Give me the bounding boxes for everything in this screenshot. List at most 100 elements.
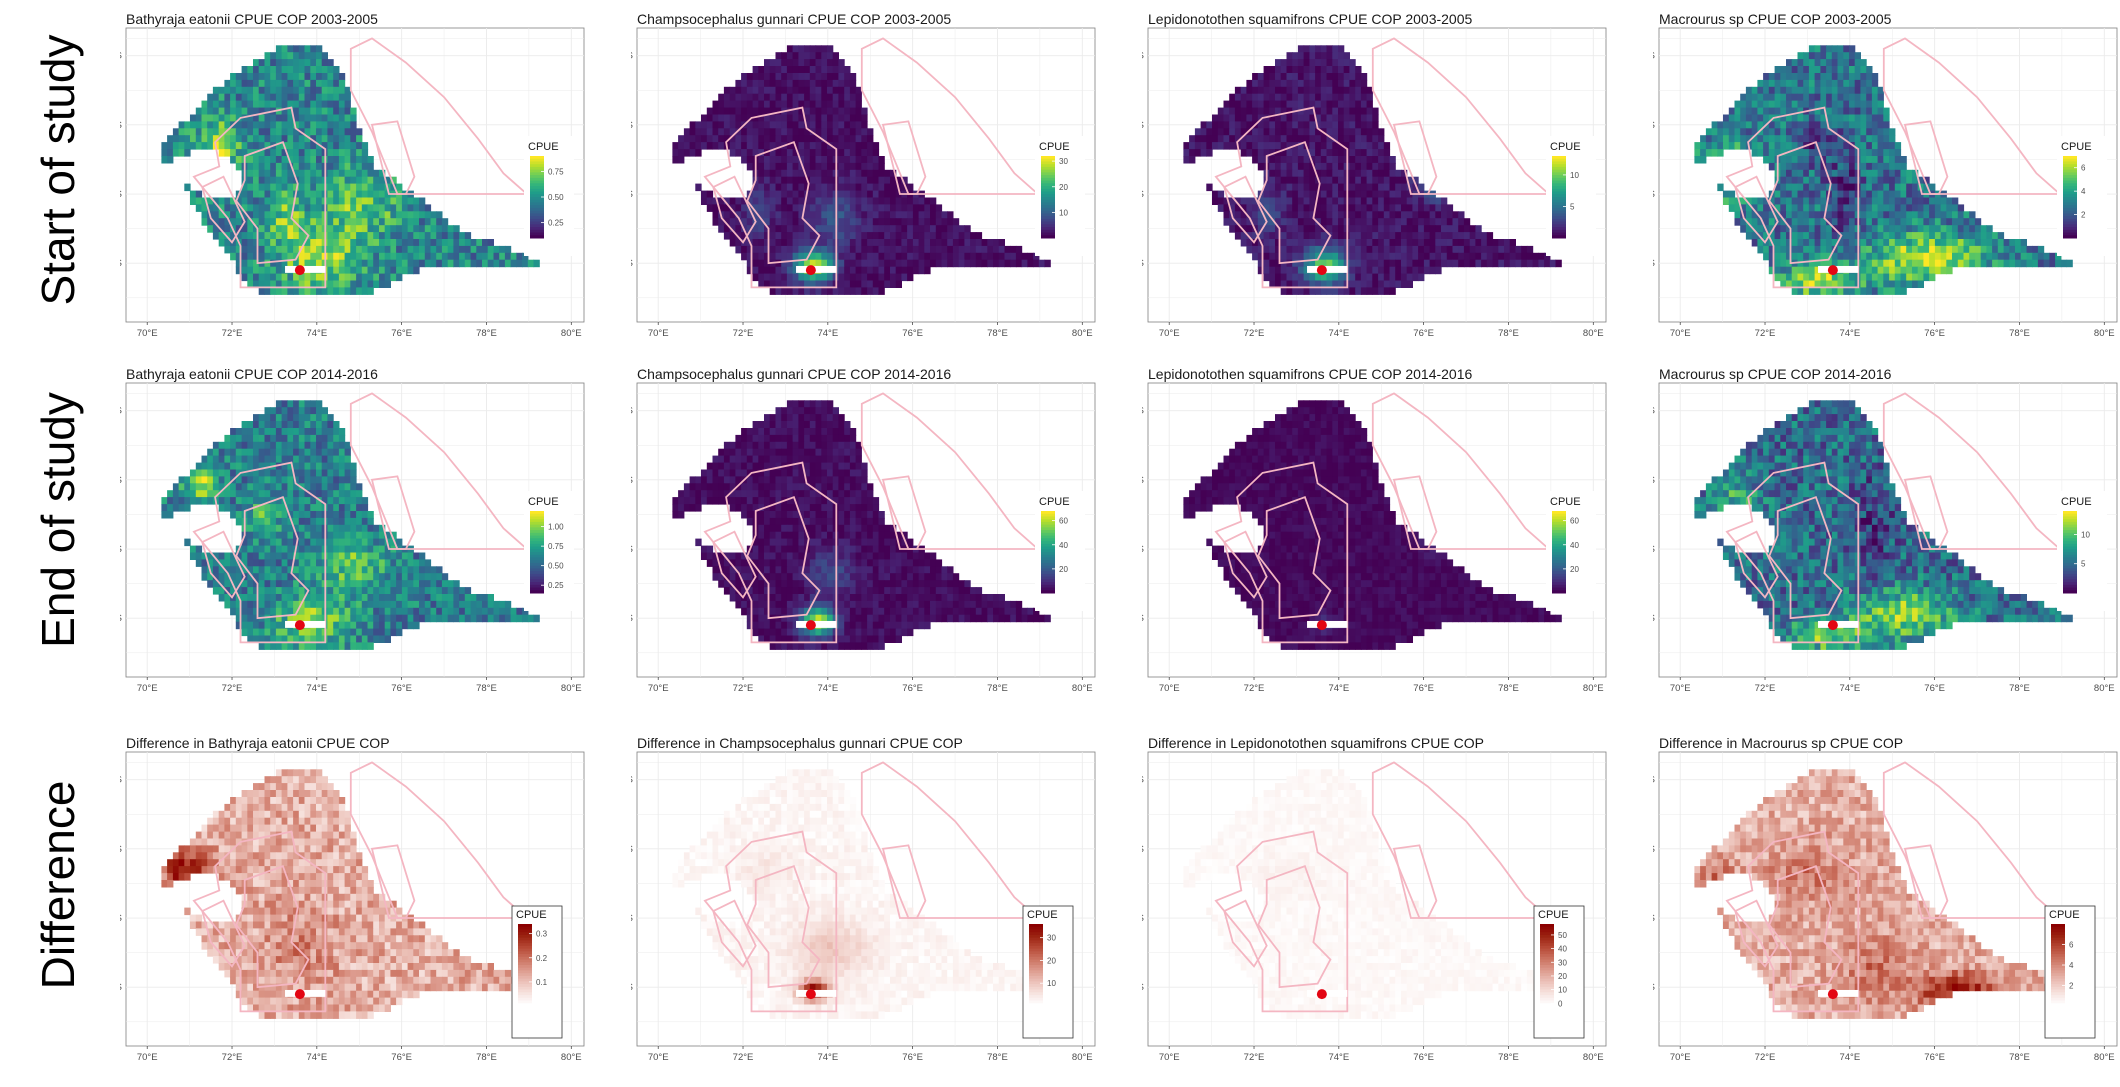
cpue-cell	[1360, 135, 1368, 143]
cpue-cell	[867, 252, 874, 261]
cpue-cell	[207, 135, 214, 143]
cpue-cell	[1900, 218, 1907, 226]
cpue-cell	[1877, 190, 1884, 199]
cpue-cell	[1963, 232, 1970, 240]
cpue-cell	[361, 280, 369, 288]
cpue-cell	[769, 239, 776, 247]
cpue-cell	[815, 218, 822, 226]
cpue-cell	[792, 197, 799, 205]
cpue-cell	[935, 211, 943, 219]
cpue-cell	[769, 225, 776, 233]
cpue-cell	[476, 245, 483, 254]
cpue-cell	[1395, 280, 1402, 288]
cpue-cell	[1826, 162, 1833, 171]
cpue-cell	[1803, 121, 1810, 129]
cpue-cell	[1234, 86, 1242, 95]
cpue-cell	[958, 239, 965, 247]
cpue-cell	[1355, 169, 1362, 178]
cpue-cell	[741, 239, 748, 247]
cpue-cell	[1349, 190, 1356, 199]
cpue-cell	[775, 225, 782, 233]
cpue-cell	[1768, 100, 1776, 109]
cpue-cell	[752, 273, 759, 282]
cpue-cell	[1297, 93, 1305, 102]
cpue-cell	[1320, 135, 1328, 143]
cpue-cell	[775, 79, 782, 88]
cpue-cell	[207, 218, 214, 226]
cpue-cell	[1871, 259, 1879, 268]
cpue-cell	[275, 107, 283, 116]
cpue-cell	[1366, 93, 1373, 102]
cpue-cell	[1452, 252, 1459, 261]
cpue-cell	[436, 218, 443, 226]
legend-swatch	[1552, 177, 1566, 182]
cpue-cell	[1332, 156, 1339, 164]
cpue-cell	[247, 79, 254, 88]
cpue-cell	[1820, 100, 1827, 109]
cpue-cell	[758, 169, 765, 178]
cpue-cell	[764, 128, 771, 136]
cpue-cell	[413, 211, 420, 219]
cpue-cell	[275, 232, 283, 240]
cpue-cell	[1435, 239, 1442, 247]
cpue-cell	[275, 128, 283, 136]
cpue-cell	[1929, 218, 1936, 226]
cpue-cell	[1803, 280, 1810, 288]
cpue-cell	[275, 448, 283, 457]
cpue-cell	[1338, 162, 1345, 171]
cpue-cell	[838, 162, 845, 171]
cpue-cell	[1883, 280, 1890, 288]
cpue-cell	[1332, 100, 1339, 109]
cpue-cell	[270, 52, 277, 60]
cpue-cell	[258, 232, 265, 240]
cpue-cell	[316, 218, 323, 226]
cpue-cell	[735, 239, 742, 247]
cpue-cell	[1326, 280, 1333, 288]
cpue-cell	[253, 169, 260, 178]
cpue-cell	[1837, 280, 1844, 288]
cpue-cell	[1360, 176, 1368, 185]
cpue-cell	[1212, 135, 1219, 143]
cpue-cell	[1866, 211, 1873, 219]
cpue-cell	[809, 162, 817, 171]
cpue-cell	[470, 259, 477, 268]
cpue-cell	[275, 121, 283, 129]
cpue-cell	[792, 66, 799, 74]
cpue-cell	[1860, 280, 1867, 288]
cpue-cell	[1843, 45, 1850, 53]
cpue-cell	[321, 100, 328, 109]
cpue-cell	[230, 434, 237, 443]
cpue-cell	[752, 93, 759, 102]
cpue-cell	[878, 266, 885, 275]
cpue-cell	[964, 239, 971, 247]
legend-swatch	[1041, 158, 1055, 162]
legend-tick-label: 0.75	[548, 167, 564, 176]
cpue-cell	[821, 52, 828, 60]
cpue-cell	[855, 266, 862, 275]
cpue-cell	[872, 252, 880, 261]
cpue-cell	[264, 428, 271, 436]
legend-swatch	[1041, 197, 1055, 201]
cpue-cell	[1934, 232, 1942, 240]
cpue-cell	[270, 259, 277, 268]
cpue-cell	[298, 400, 306, 408]
cpue-cell	[1252, 79, 1259, 88]
cpue-cell	[247, 149, 254, 157]
cpue-cell	[1309, 52, 1316, 60]
cpue-cell	[844, 73, 851, 81]
cpue-cell	[1917, 239, 1924, 247]
y-tick-label: 53°S	[1653, 258, 1655, 269]
cpue-cell	[844, 232, 851, 240]
cpue-cell	[1246, 135, 1253, 143]
cpue-cell	[1854, 114, 1861, 122]
cpue-cell	[281, 156, 288, 164]
cpue-cell	[1275, 218, 1282, 226]
cpue-cell	[264, 135, 271, 143]
cpue-cell	[849, 225, 857, 233]
zone-outline	[1903, 120, 1949, 195]
cpue-cell	[981, 259, 988, 268]
cpue-cell	[1395, 245, 1402, 254]
cpue-cell	[1860, 107, 1867, 116]
cpue-cell	[304, 128, 311, 136]
cpue-cell	[769, 162, 776, 171]
